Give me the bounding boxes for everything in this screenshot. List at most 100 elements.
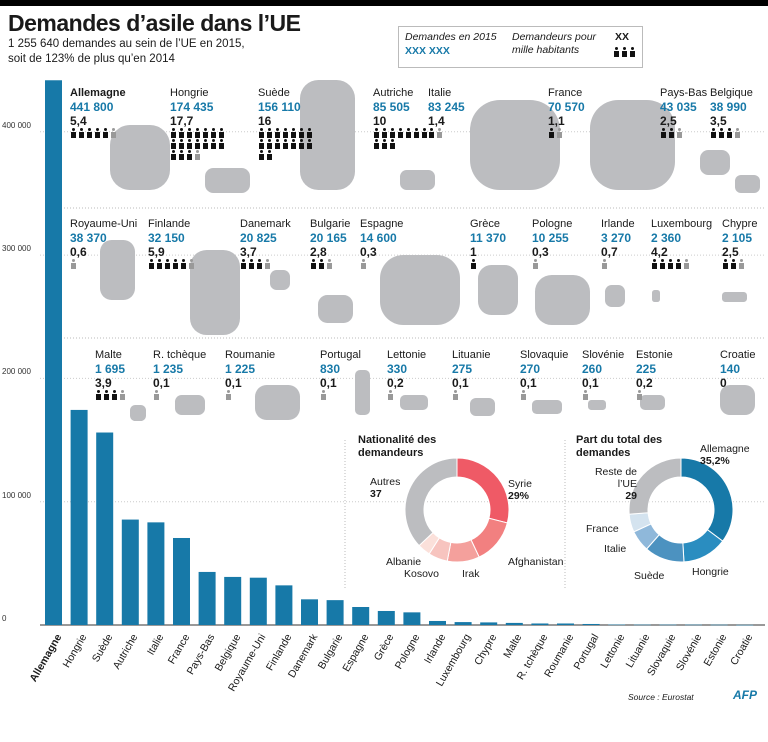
country-map-shape xyxy=(318,295,353,323)
country-rate: 0,1 xyxy=(520,376,537,390)
person-icon xyxy=(186,128,193,138)
person-icon xyxy=(730,259,737,269)
country-rate: 0,7 xyxy=(601,245,618,259)
bar-bulgarie xyxy=(326,600,344,625)
person-icon xyxy=(202,139,209,149)
country-requests: 174 435 xyxy=(170,100,214,114)
country-rate: 1,4 xyxy=(428,114,445,128)
country-requests: 140 xyxy=(720,362,741,376)
donut-slice-syrie xyxy=(456,457,510,524)
page-title: Demandes d’asile dans l’UE xyxy=(8,10,301,36)
slice-label: Hongrie xyxy=(692,566,729,578)
people-icons xyxy=(258,128,313,160)
country-requests: 1 235 xyxy=(153,362,184,376)
person-icon xyxy=(306,128,313,138)
country-requests: 330 xyxy=(387,362,408,376)
people-icons xyxy=(373,128,428,149)
country-map-shape xyxy=(470,100,560,190)
country-rate: 0,1 xyxy=(452,376,469,390)
person-icon xyxy=(70,128,77,138)
donut-label: Syrie 29% xyxy=(508,478,532,502)
person-icon xyxy=(103,390,110,400)
country-rate: 2,5 xyxy=(722,245,739,259)
donut-label: Irak xyxy=(462,568,480,580)
slice-label: Albanie xyxy=(386,556,422,568)
person-icon xyxy=(264,259,271,269)
country-item: Danemark 20 825 3,7 xyxy=(240,217,330,269)
person-icon xyxy=(318,259,325,269)
people-icons xyxy=(710,128,765,138)
person-icon xyxy=(266,139,273,149)
source-note: Source : Eurostat xyxy=(628,692,694,702)
country-rate: 2,5 xyxy=(660,114,677,128)
country-item: Irlande 3 270 0,7 xyxy=(601,217,691,269)
donut-label: Suède xyxy=(634,570,664,582)
person-icon xyxy=(210,139,217,149)
bar-france xyxy=(173,537,190,625)
bar-croatie xyxy=(736,624,754,626)
country-map-shape xyxy=(255,385,300,420)
country-map-shape xyxy=(470,398,495,416)
slice-label: Autres xyxy=(370,476,401,488)
bar-irlande xyxy=(429,620,446,625)
country-requests: 38 370 xyxy=(70,231,107,245)
bar-lituanie xyxy=(633,624,651,626)
people-icons xyxy=(601,259,656,269)
country-map-shape xyxy=(130,405,146,421)
country-requests: 3 270 xyxy=(601,231,632,245)
person-icon xyxy=(70,259,77,269)
country-item: Pologne 10 255 0,3 xyxy=(532,217,622,269)
slice-value: 35,2% xyxy=(700,455,730,467)
people-icons xyxy=(225,390,280,400)
legend-requests-placeholder: XXX XXX xyxy=(405,45,450,57)
country-name: Grèce xyxy=(470,218,500,230)
people-icons xyxy=(310,259,365,269)
person-icon xyxy=(298,139,305,149)
country-requests: 270 xyxy=(520,362,541,376)
people-icons xyxy=(170,128,225,160)
person-icon xyxy=(556,128,563,138)
donut-label: Autres 37 xyxy=(370,476,400,500)
person-icon xyxy=(601,259,608,269)
slice-label: Syrie xyxy=(508,478,532,490)
country-requests: 156 110 xyxy=(258,100,301,114)
people-icons xyxy=(387,390,442,400)
person-icon xyxy=(218,139,225,149)
country-rate: 3,9 xyxy=(95,376,112,390)
donut-title: Part du total des demandes xyxy=(576,434,663,459)
country-item: Slovaquie 270 0,1 xyxy=(520,348,610,400)
bar-malte xyxy=(505,622,523,625)
country-rate: 0,2 xyxy=(387,376,404,390)
person-icon xyxy=(194,139,201,149)
people-icons xyxy=(70,259,125,269)
country-item: Bulgarie 20 165 2,8 xyxy=(310,217,400,269)
country-rate: 0,2 xyxy=(636,376,653,390)
country-item: Chypre 2 105 2,5 xyxy=(722,217,768,269)
donut-slice-autres xyxy=(404,457,458,547)
country-requests: 260 xyxy=(582,362,603,376)
legend-requests-label: Demandes en 2015 xyxy=(405,31,497,43)
country-rate: 5,4 xyxy=(70,114,87,128)
people-icons xyxy=(153,390,208,400)
bar-portugal xyxy=(582,623,600,625)
people-icons xyxy=(636,390,691,400)
country-requests: 2 360 xyxy=(651,231,682,245)
person-icon xyxy=(172,259,179,269)
person-icon xyxy=(102,128,109,138)
country-rate: 4,2 xyxy=(651,245,668,259)
person-icon xyxy=(320,390,327,400)
country-map-shape xyxy=(400,395,428,410)
country-requests: 1 225 xyxy=(225,362,256,376)
person-icon xyxy=(194,150,201,160)
country-map-shape xyxy=(590,100,675,190)
country-item: Croatie 140 0 xyxy=(720,348,768,390)
country-map-shape xyxy=(400,170,435,190)
donut-label: Reste de l’UE 29 xyxy=(592,466,637,502)
person-icon xyxy=(381,139,388,149)
legend-rate-placeholder: XX xyxy=(615,31,630,43)
country-requests: 11 370 xyxy=(470,231,507,245)
country-requests: 2 105 xyxy=(722,231,753,245)
country-item: Luxembourg 2 360 4,2 xyxy=(651,217,741,269)
bar-lettonie xyxy=(608,624,626,626)
donut-slice-restedelue xyxy=(628,457,682,515)
